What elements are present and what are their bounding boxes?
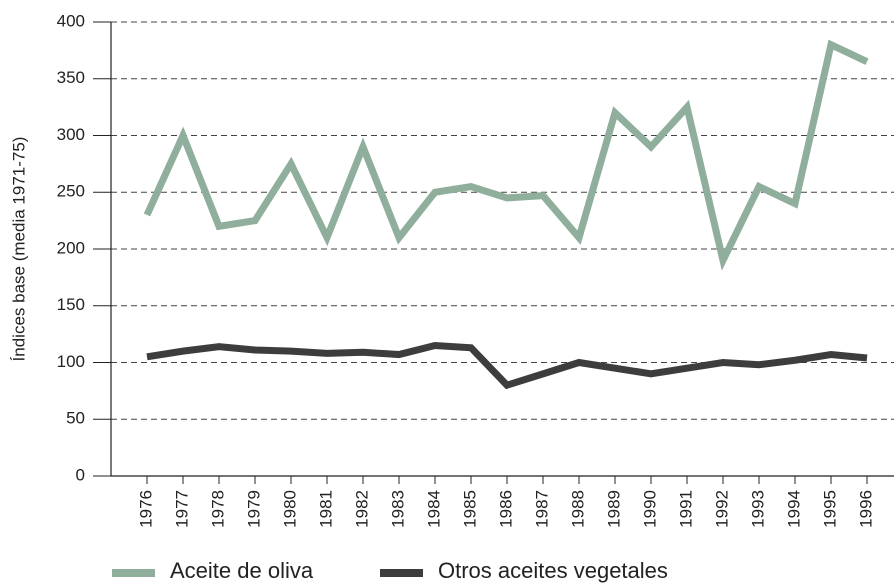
line-series [146,341,868,390]
legend-label: Aceite de oliva [170,558,314,583]
y-tick-label: 200 [57,238,85,257]
x-tick-label: 1989 [604,490,623,528]
line-series [143,39,869,271]
x-tick-label: 1976 [136,490,155,528]
x-tick-label: 1987 [532,490,551,528]
x-tick-label: 1990 [640,490,659,528]
y-tick-label: 50 [66,409,85,428]
legend-label: Otros aceites vegetales [438,558,668,583]
x-tick-label: 1985 [460,490,479,528]
y-tick-label: 400 [57,11,85,30]
x-tick-label: 1993 [748,490,767,528]
x-tick-label: 1994 [784,490,803,528]
x-tick-label: 1983 [388,490,407,528]
x-tick-label: 1991 [676,490,695,528]
y-axis-label: Índices base (media 1971-75) [9,137,28,362]
x-tick-label: 1992 [712,490,731,528]
x-tick-label: 1984 [424,490,443,528]
x-tick-label: 1978 [208,490,227,528]
x-tick-label: 1980 [280,490,299,528]
y-tick-label: 300 [57,125,85,144]
x-tick-label: 1995 [820,490,839,528]
x-tick-label: 1988 [568,490,587,528]
y-tick-label: 250 [57,182,85,201]
y-tick-label: 0 [76,465,85,484]
x-tick-label: 1977 [172,490,191,528]
x-tick-label: 1982 [352,490,371,528]
y-tick-label: 350 [57,68,85,87]
y-tick-label: 150 [57,295,85,314]
x-tick-label: 1996 [856,490,875,528]
y-tick-label: 100 [57,352,85,371]
x-tick-label: 1981 [316,490,335,528]
x-tick-label: 1986 [496,490,515,528]
x-tick-label: 1979 [244,490,263,528]
